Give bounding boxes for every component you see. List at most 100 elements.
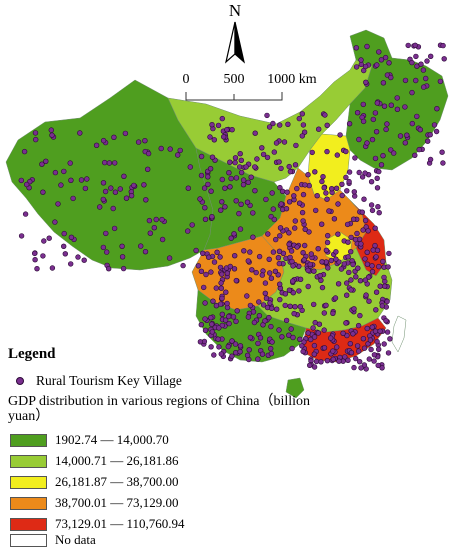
village-marker (335, 201, 341, 207)
village-marker (292, 218, 298, 224)
village-marker (355, 265, 361, 271)
village-marker (335, 281, 342, 287)
village-marker (82, 185, 89, 192)
village-marker (180, 262, 186, 269)
village-marker (397, 133, 404, 139)
village-marker (354, 109, 361, 116)
village-marker (276, 159, 282, 165)
region-hainan (285, 377, 305, 399)
village-marker (197, 339, 204, 345)
village-marker (276, 260, 282, 267)
village-marker (365, 228, 371, 234)
village-marker (270, 120, 276, 127)
region-north-yellow (307, 133, 351, 201)
village-marker (409, 59, 415, 66)
village-marker (358, 241, 364, 247)
village-marker (380, 153, 386, 159)
village-marker (355, 322, 362, 329)
gdp-class-row: 1902.74 — 14,000.70 (10, 432, 169, 448)
village-marker (185, 228, 191, 234)
village-marker (381, 341, 387, 347)
village-marker (286, 163, 292, 170)
north-arrow: N (225, 1, 245, 64)
village-marker (216, 325, 222, 331)
village-marker (418, 61, 424, 67)
village-marker (222, 204, 228, 210)
village-marker (369, 269, 376, 275)
village-marker (417, 126, 423, 133)
village-marker (333, 256, 339, 262)
village-marker (325, 232, 331, 239)
village-marker (233, 198, 239, 204)
village-marker (287, 168, 294, 175)
village-marker (232, 159, 238, 166)
village-marker (146, 217, 153, 224)
gdp-legend-title: GDP distribution in various regions of C… (8, 394, 311, 424)
village-marker (381, 274, 387, 281)
village-marker (279, 188, 286, 195)
village-marker (131, 182, 137, 189)
village-marker (281, 139, 288, 145)
village-marker (238, 157, 245, 164)
village-marker (357, 312, 363, 319)
village-marker (105, 266, 112, 272)
village-marker (373, 254, 379, 260)
village-marker (221, 134, 227, 140)
village-marker (302, 226, 308, 233)
village-marker (223, 289, 229, 295)
village-marker (440, 42, 446, 49)
village-marker (267, 270, 273, 276)
village-marker (250, 210, 256, 216)
village-marker (75, 254, 81, 260)
village-marker (367, 337, 374, 343)
village-marker (263, 196, 269, 203)
village-marker (103, 249, 110, 255)
village-marker (277, 184, 283, 191)
village-marker (119, 254, 126, 260)
village-marker (362, 63, 369, 70)
village-marker (300, 250, 306, 256)
village-marker (198, 322, 205, 328)
village-marker (208, 269, 214, 275)
village-marker (332, 295, 339, 301)
village-marker (352, 236, 359, 243)
village-marker (198, 268, 205, 274)
gdp-class-swatch (10, 433, 47, 447)
village-marker (384, 121, 390, 127)
village-marker (329, 186, 335, 192)
village-marker (103, 230, 109, 237)
village-marker (307, 362, 313, 368)
village-marker (272, 268, 279, 274)
village-marker (270, 249, 277, 255)
village-marker (431, 122, 438, 128)
village-marker (324, 122, 330, 129)
village-marker (427, 132, 433, 138)
village-marker (202, 327, 209, 333)
village-marker (302, 182, 308, 188)
village-marker (296, 200, 303, 206)
village-marker (325, 265, 331, 271)
village-marker (255, 340, 261, 347)
village-marker (100, 244, 107, 251)
village-marker (249, 267, 255, 273)
village-marker (311, 268, 317, 274)
village-marker (319, 259, 325, 265)
village-marker (336, 358, 342, 364)
village-marker (343, 174, 349, 181)
village-marker (111, 134, 117, 141)
village-marker (77, 130, 83, 136)
village-marker (365, 341, 371, 347)
village-marker (101, 159, 108, 166)
village-marker (100, 196, 107, 203)
village-marker (330, 310, 336, 316)
village-marker (245, 258, 252, 264)
village-marker (334, 344, 340, 350)
north-arrow-left-half (225, 21, 236, 64)
village-marker (238, 201, 244, 208)
village-marker (352, 155, 358, 161)
village-marker (314, 193, 320, 199)
village-marker (166, 255, 173, 261)
village-marker (262, 280, 269, 286)
gdp-class-swatch (10, 533, 47, 547)
village-marker (84, 176, 90, 182)
